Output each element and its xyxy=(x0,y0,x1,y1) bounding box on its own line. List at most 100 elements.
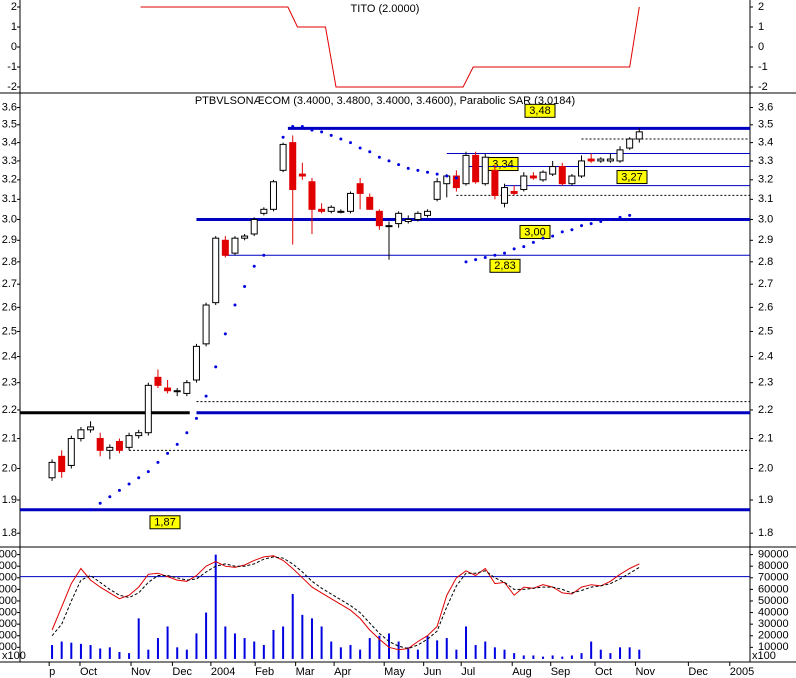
y-tick-label: 3.6 xyxy=(758,101,773,113)
candle-body xyxy=(346,192,354,212)
y-tick-label: 2.5 xyxy=(2,325,17,337)
sar-dot xyxy=(522,245,526,249)
sar-dot xyxy=(426,170,430,174)
candle-body xyxy=(135,432,143,437)
y-tick-label: 30000 xyxy=(0,618,17,630)
y-tick-label: 3.4 xyxy=(758,137,773,149)
unit-label: x100 xyxy=(752,650,776,662)
sar-dot xyxy=(329,133,333,137)
sar-dot xyxy=(464,260,468,264)
y-tick-label: 70000 xyxy=(758,572,789,584)
sar-dot xyxy=(503,251,507,255)
candle-body xyxy=(231,237,239,254)
y-tick-label: -2 xyxy=(758,81,768,93)
candle-body xyxy=(212,237,220,304)
sar-dot xyxy=(300,125,304,129)
sar-dot xyxy=(416,168,420,172)
x-tick-label: 2005 xyxy=(730,666,754,678)
candle-body xyxy=(48,461,56,479)
candle-body xyxy=(626,138,634,149)
y-tick-label: 2.1 xyxy=(758,432,773,444)
sar-dot xyxy=(194,416,198,420)
x-tick-label: Oct xyxy=(80,666,97,678)
sar-dot xyxy=(406,166,410,170)
candle-body xyxy=(520,175,528,191)
x-tick-label: Nov xyxy=(635,666,655,678)
candle-body xyxy=(462,154,470,185)
candle-body xyxy=(221,239,229,256)
sar-dot xyxy=(435,172,439,176)
volume-bar xyxy=(416,649,419,659)
volume-bar xyxy=(493,647,496,659)
volume-bar xyxy=(570,655,573,659)
y-tick-label: 0 xyxy=(758,41,764,53)
sar-dot xyxy=(397,163,401,167)
y-tick-label: 2.7 xyxy=(2,278,17,290)
x-tick-label: Feb xyxy=(255,666,274,678)
y-tick-label: 30000 xyxy=(758,618,789,630)
sar-dot xyxy=(233,303,237,307)
volume-bar xyxy=(445,638,448,659)
sar-dot xyxy=(358,146,362,150)
series-line xyxy=(140,6,640,88)
candle-body xyxy=(587,158,595,162)
y-tick-label: 2.4 xyxy=(2,350,17,362)
y-tick-label: 1 xyxy=(758,21,764,33)
y-tick-label: 2.9 xyxy=(2,234,17,246)
candle-body xyxy=(539,171,547,181)
y-tick-label: 40000 xyxy=(758,606,789,618)
y-tick-label: 3.2 xyxy=(758,174,773,186)
candle-body xyxy=(337,210,345,213)
sar-dot xyxy=(137,476,141,480)
candle-body xyxy=(87,426,95,431)
level-label: 2,83 xyxy=(494,260,515,272)
x-tick-label: May xyxy=(384,666,405,678)
volume-bar xyxy=(89,645,92,659)
candle-body xyxy=(433,181,441,200)
volume-bar xyxy=(108,647,111,659)
candle-body xyxy=(549,166,557,175)
sar-dot xyxy=(483,255,487,259)
y-tick-label: 1 xyxy=(11,21,17,33)
candle-body xyxy=(635,131,643,140)
volume-bar xyxy=(522,655,525,659)
volume-bar xyxy=(580,653,583,659)
candle-body xyxy=(395,212,403,225)
panel-title: PTBVLSONÆCOM (3.4000, 3.4800, 3.4000, 3.… xyxy=(195,95,575,107)
y-tick-label: 2.8 xyxy=(2,256,17,268)
y-tick-label: 2.0 xyxy=(2,462,17,474)
y-tick-label: 80000 xyxy=(0,560,17,572)
volume-bar xyxy=(99,648,102,659)
sar-dot xyxy=(570,228,574,232)
volume-bar xyxy=(147,649,150,659)
volume-bar xyxy=(330,641,333,659)
series-line xyxy=(51,556,640,650)
sar-dot xyxy=(377,155,381,159)
y-tick-label: 2.3 xyxy=(2,377,17,389)
y-tick-label: 40000 xyxy=(0,606,17,618)
volume-bar xyxy=(551,655,554,659)
candle-body xyxy=(183,382,191,394)
candle-body xyxy=(558,166,566,185)
volume-bar xyxy=(436,640,439,659)
sar-dot xyxy=(493,253,497,257)
candle-body xyxy=(375,210,383,227)
sar-dot xyxy=(541,236,545,240)
y-tick-label: 60000 xyxy=(758,583,789,595)
sar-dot xyxy=(98,501,102,505)
y-tick-label: 90000 xyxy=(0,549,17,561)
volume-bar xyxy=(455,649,458,659)
volume-bar xyxy=(599,649,602,659)
candle-body xyxy=(144,384,152,434)
y-tick-label: 2.0 xyxy=(758,462,773,474)
volume-bar xyxy=(590,641,593,659)
volume-bar xyxy=(349,645,352,659)
volume-bar xyxy=(320,626,323,659)
candle-body xyxy=(452,175,460,189)
sar-dot xyxy=(628,213,632,217)
candle-body xyxy=(164,387,172,392)
x-tick-label: Mar xyxy=(296,666,315,678)
y-tick-label: 2.9 xyxy=(758,234,773,246)
sar-dot xyxy=(223,332,227,336)
